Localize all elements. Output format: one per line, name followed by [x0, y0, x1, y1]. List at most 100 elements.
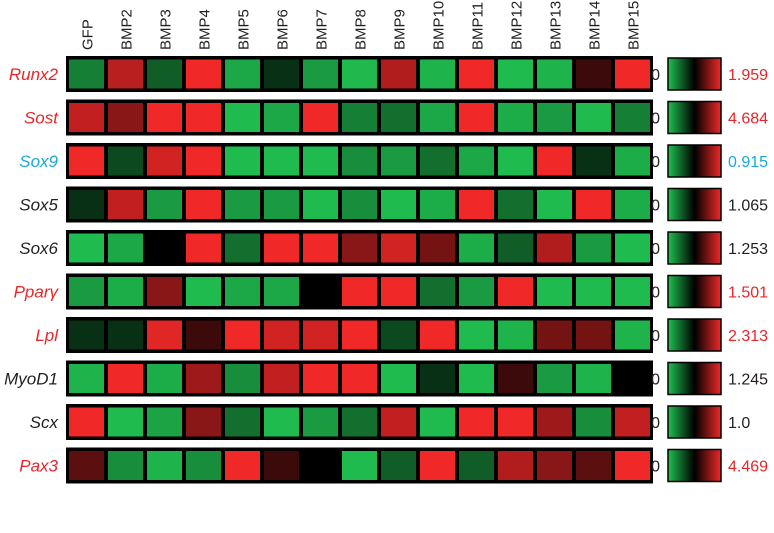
heatmap-cell-bmp10	[419, 406, 456, 438]
column-header-bmp15: BMP15	[626, 1, 643, 50]
heatmap-cell-bmp13	[536, 145, 573, 177]
heatmap-cell-bmp6	[263, 319, 300, 351]
heatmap-cell-gfp	[68, 276, 105, 307]
heatmap-cell-bmp11	[458, 102, 495, 133]
heatmap-cell-bmp14	[575, 58, 612, 90]
gene-label: Pax3	[19, 457, 58, 476]
heatmap-cell-bmp9	[380, 102, 417, 133]
heatmap-cell-gfp	[68, 102, 105, 133]
color-scale-bar	[667, 231, 722, 265]
heatmap-cell-bmp10	[419, 58, 456, 90]
heatmap-cell-bmp6	[263, 189, 300, 220]
scale-max-label: 1.245	[728, 372, 768, 389]
heatmap-cell-bmp15	[614, 145, 651, 177]
heatmap-cell-bmp15	[614, 406, 651, 438]
scale-max-label: 1.253	[728, 241, 768, 258]
row-sost: Sost 0 4.684	[24, 99, 768, 136]
column-header-bmp11: BMP11	[470, 2, 487, 50]
heatmap-cell-gfp	[68, 232, 105, 264]
column-header-bmp4: BMP4	[197, 9, 214, 50]
heatmap-cell-bmp2	[107, 232, 144, 264]
heatmap-cell-bmp4	[185, 363, 222, 394]
scale-max-label: 1.0	[728, 415, 750, 432]
heatmap-cell-bmp6	[263, 58, 300, 90]
heatmap-cell-bmp9	[380, 363, 417, 394]
color-scale-bar	[667, 144, 722, 178]
row-sox5: Sox5 0 1.065	[19, 186, 768, 223]
heatmap-cell-bmp15	[614, 232, 651, 264]
heatmap-cell-gfp	[68, 189, 105, 220]
row-pax3: Pax3 0 4.469	[19, 447, 768, 484]
heatmap-cell-bmp5	[224, 58, 261, 90]
heatmap-cell-bmp12	[497, 102, 534, 133]
heatmap-cell-bmp8	[341, 102, 378, 133]
heatmap-cell-bmp8	[341, 145, 378, 177]
heatmap-cell-bmp8	[341, 58, 378, 90]
heatmap-cell-bmp6	[263, 363, 300, 394]
heatmap-cell-bmp8	[341, 276, 378, 307]
heatmap-cell-bmp15	[614, 319, 651, 351]
column-header-bmp10: BMP10	[431, 1, 448, 50]
heatmap-cell-bmp3	[146, 276, 183, 307]
heatmap-cell-bmp5	[224, 450, 261, 481]
scale-max-label: 4.469	[728, 459, 768, 476]
heatmap-cell-bmp2	[107, 58, 144, 90]
column-header-bmp2: BMP2	[119, 9, 136, 50]
heatmap-cell-bmp14	[575, 276, 612, 307]
column-header-bmp8: BMP8	[353, 9, 370, 50]
heatmap-cell-bmp8	[341, 450, 378, 481]
heatmap-cell-bmp6	[263, 276, 300, 307]
gene-label: Scx	[30, 413, 59, 432]
row-sox9: Sox9 0 0.915	[19, 143, 768, 179]
heatmap-cell-bmp2	[107, 189, 144, 220]
heatmap-cell-bmp4	[185, 232, 222, 264]
heatmap-cell-bmp5	[224, 232, 261, 264]
heatmap-cell-bmp11	[458, 276, 495, 307]
heatmap-cell-bmp9	[380, 58, 417, 90]
heatmap-cell-bmp15	[614, 58, 651, 90]
scale-min-label: 0	[651, 285, 660, 302]
scale-min-label: 0	[651, 241, 660, 258]
heatmap-cell-bmp12	[497, 232, 534, 264]
heatmap-cell-bmp4	[185, 319, 222, 351]
heatmap-rows: Runx2 0 1.959 Sost 0 4.684 Sox9 0 0.915 Sox5 0 1.06…	[4, 56, 768, 484]
heatmap-cell-bmp11	[458, 450, 495, 481]
heatmap-cell-gfp	[68, 406, 105, 438]
heatmap-cell-bmp14	[575, 232, 612, 264]
heatmap-cell-bmp6	[263, 406, 300, 438]
scale-min-label: 0	[651, 154, 660, 171]
row-ppar: Pparγ 0 1.501	[14, 273, 768, 310]
heatmap-cell-gfp	[68, 319, 105, 351]
color-scale-bar	[667, 361, 722, 396]
row-sox6: Sox6 0 1.253	[19, 230, 768, 266]
heatmap-cell-bmp4	[185, 450, 222, 481]
heatmap-cell-bmp5	[224, 363, 261, 394]
heatmap-cell-bmp10	[419, 319, 456, 351]
row-scx: Scx 0 1.0	[30, 404, 750, 440]
scale-min-label: 0	[651, 415, 660, 432]
column-header-bmp5: BMP5	[236, 9, 253, 50]
heatmap-cell-bmp2	[107, 450, 144, 481]
gene-label: Pparγ	[14, 283, 60, 302]
column-header-bmp3: BMP3	[158, 9, 175, 50]
heatmap-cell-bmp8	[341, 232, 378, 264]
row-runx2: Runx2 0 1.959	[9, 56, 768, 92]
heatmap-cell-bmp3	[146, 319, 183, 351]
scale-min-label: 0	[651, 372, 660, 389]
heatmap-cell-bmp9	[380, 232, 417, 264]
heatmap-cell-bmp9	[380, 319, 417, 351]
heatmap-cell-bmp3	[146, 450, 183, 481]
heatmap-cell-bmp13	[536, 276, 573, 307]
heatmap-cell-bmp9	[380, 276, 417, 307]
heatmap-cell-bmp10	[419, 189, 456, 220]
heatmap-cell-gfp	[68, 450, 105, 481]
heatmap-cell-bmp14	[575, 450, 612, 481]
heatmap-cell-bmp4	[185, 406, 222, 438]
heatmap-cell-bmp11	[458, 406, 495, 438]
heatmap-cell-bmp13	[536, 189, 573, 220]
heatmap-cell-bmp13	[536, 232, 573, 264]
heatmap-cell-bmp7	[302, 406, 339, 438]
heatmap-cell-bmp8	[341, 319, 378, 351]
heatmap-cell-bmp8	[341, 189, 378, 220]
